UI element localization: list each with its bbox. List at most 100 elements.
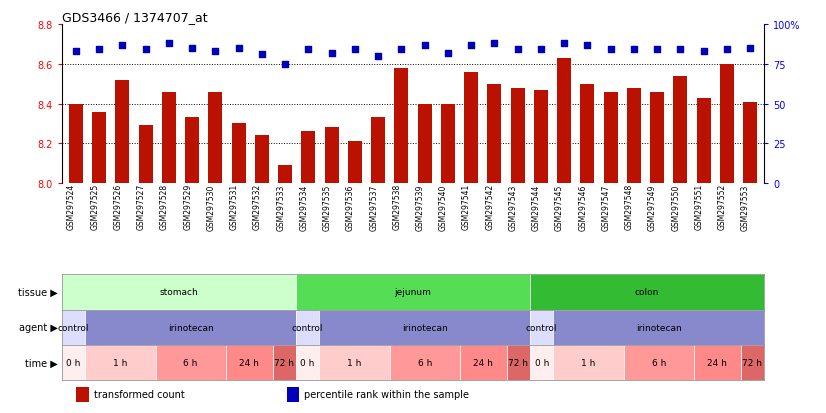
Bar [287,387,299,401]
Text: jejunum: jejunum [395,288,431,297]
Bar [93,112,106,184]
Bar [553,345,624,380]
Bar [464,73,478,184]
Point [162,40,175,47]
Point [743,45,757,52]
Point [558,40,571,47]
Text: GSM297524: GSM297524 [67,184,76,230]
Text: stomach: stomach [159,288,198,297]
Text: 6 h: 6 h [417,358,432,367]
Point [372,53,385,60]
Bar [441,104,455,184]
Text: GSM297537: GSM297537 [369,184,378,230]
Text: percentile rank within the sample: percentile rank within the sample [304,389,469,399]
Text: GSM297548: GSM297548 [624,184,634,230]
Text: GSM297551: GSM297551 [695,184,704,230]
Bar [185,118,199,184]
Text: control: control [58,323,89,332]
Bar [530,310,553,345]
Point [139,47,152,54]
Text: GSM297552: GSM297552 [718,184,727,230]
Bar [62,275,296,310]
Text: GSM297547: GSM297547 [601,184,610,230]
Point [441,50,454,57]
Text: GSM297550: GSM297550 [672,184,681,230]
Bar [741,345,764,380]
Text: irinotecan: irinotecan [168,323,214,332]
Text: 24 h: 24 h [707,358,727,367]
Bar [162,93,176,184]
Point [418,42,431,49]
Bar [69,104,83,184]
Bar [460,345,506,380]
Point [511,47,525,54]
Text: 1 h: 1 h [582,358,596,367]
Point [325,50,338,57]
Point [255,52,268,58]
Text: irinotecan: irinotecan [636,323,681,332]
Text: 6 h: 6 h [183,358,198,367]
Text: GSM297525: GSM297525 [90,184,99,230]
Point [69,48,83,55]
Point [604,47,617,54]
Text: GSM297533: GSM297533 [276,184,285,230]
Text: 24 h: 24 h [240,358,259,367]
Text: control: control [292,323,324,332]
Point [534,47,548,54]
Bar [116,81,130,184]
Point [209,48,222,55]
Text: transformed count: transformed count [93,389,184,399]
Bar [558,59,571,184]
Point [464,42,477,49]
Bar [296,345,320,380]
Text: GSM297536: GSM297536 [346,184,355,230]
Text: 1 h: 1 h [347,358,362,367]
Bar [534,90,548,184]
Point [488,40,501,47]
Bar [394,69,408,184]
Point [301,47,315,54]
Text: GSM297532: GSM297532 [253,184,262,230]
Text: 24 h: 24 h [473,358,493,367]
Text: GSM297535: GSM297535 [323,184,331,230]
Bar [273,345,296,380]
Text: GSM297526: GSM297526 [113,184,122,230]
Text: 72 h: 72 h [508,358,529,367]
Text: 0 h: 0 h [534,358,549,367]
Text: GSM297553: GSM297553 [741,184,750,230]
Bar [390,345,460,380]
Bar [320,345,390,380]
Point [581,42,594,49]
Point [232,45,245,52]
Text: tissue ▶: tissue ▶ [18,287,58,297]
Text: 6 h: 6 h [652,358,666,367]
Bar [76,387,88,401]
Bar [530,345,553,380]
Bar [371,118,385,184]
Point [651,47,664,54]
Bar [320,310,530,345]
Text: GSM297528: GSM297528 [160,184,169,230]
Bar [650,93,664,184]
Bar [278,166,292,184]
Point [278,61,292,68]
Bar [296,275,530,310]
Text: irinotecan: irinotecan [401,323,448,332]
Bar [530,275,764,310]
Bar [581,84,595,184]
Text: GSM297543: GSM297543 [509,184,518,230]
Text: GSM297541: GSM297541 [462,184,471,230]
Bar [553,310,764,345]
Text: 0 h: 0 h [301,358,315,367]
Text: time ▶: time ▶ [25,357,58,368]
Bar [673,76,687,184]
Point [186,45,199,52]
Text: 1 h: 1 h [113,358,128,367]
Bar [348,142,362,184]
Text: 72 h: 72 h [274,358,294,367]
Point [674,47,687,54]
Bar [418,104,432,184]
Text: GSM297530: GSM297530 [206,184,216,230]
Text: GSM297540: GSM297540 [439,184,448,230]
Text: GSM297539: GSM297539 [415,184,425,230]
